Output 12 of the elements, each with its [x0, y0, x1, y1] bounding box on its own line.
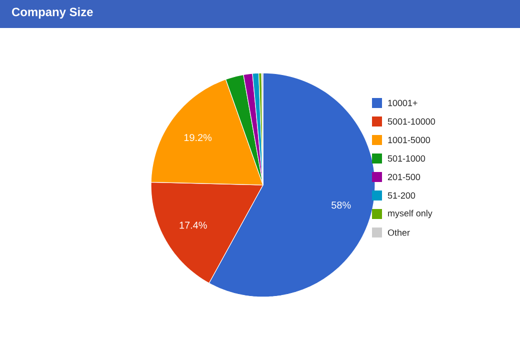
legend-label: 5001-10000	[388, 118, 436, 125]
legend-label: myself only	[388, 210, 432, 218]
legend-label: 201-500	[388, 174, 420, 180]
data-label: 19.2%	[184, 134, 212, 142]
data-label: 17.4%	[180, 222, 207, 229]
legend-label: 501-1000	[388, 155, 426, 162]
text: Company Size	[12, 7, 93, 19]
data-label: 58%	[332, 202, 351, 209]
legend-label: Other	[388, 229, 410, 236]
legend-label: 1001-5000	[388, 136, 430, 144]
legend-label: 10001+	[388, 100, 418, 106]
legend-label: 51-200	[388, 192, 416, 199]
